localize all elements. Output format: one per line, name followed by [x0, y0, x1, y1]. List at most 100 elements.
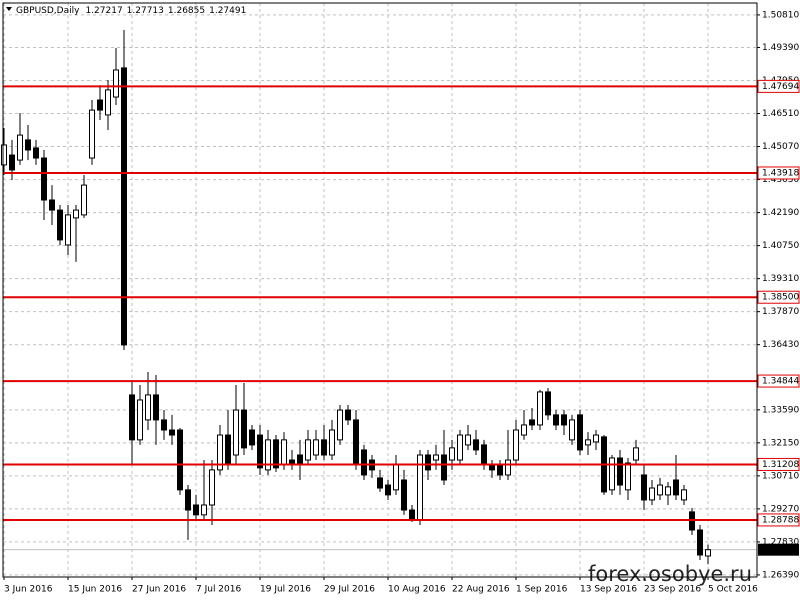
candle-body [265, 439, 271, 471]
level-label: 1.28788 [762, 515, 799, 525]
ohlc-value: 1.27713 [127, 6, 164, 16]
candle-body [553, 414, 559, 426]
candle-body [681, 489, 687, 501]
candle-body [529, 419, 535, 426]
candle-body [481, 444, 487, 466]
ohlc-value: 1.27217 [85, 6, 122, 16]
x-tick-label: 13 Sep 2016 [580, 585, 637, 595]
candle-body [513, 429, 519, 461]
candle-body [1, 144, 7, 166]
y-tick-label: 1.45070 [762, 142, 799, 152]
x-tick-label: 10 Aug 2016 [388, 585, 446, 595]
candle-body [33, 147, 39, 159]
y-tick-label: 1.42190 [762, 208, 799, 218]
x-tick-label: 27 Jun 2016 [132, 585, 186, 595]
candle-body [473, 439, 479, 451]
candle-body [545, 391, 551, 416]
candle-body [521, 424, 527, 436]
y-tick-label: 1.50810 [762, 10, 799, 20]
candle-body [105, 89, 111, 116]
candle-body [321, 439, 327, 456]
level-label-box [757, 457, 800, 471]
candle-body [633, 447, 639, 461]
candle-body [313, 439, 319, 456]
candle-body [161, 419, 167, 431]
level-label: 1.43918 [762, 168, 799, 178]
candle-body [65, 214, 71, 246]
candle-body [585, 439, 591, 446]
candle-body [57, 209, 63, 241]
x-tick-label: 29 Jul 2016 [324, 585, 375, 595]
candle-body [569, 419, 575, 441]
candle-body [425, 454, 431, 471]
candle-body [121, 67, 127, 346]
level-label: 1.31208 [762, 460, 799, 470]
x-tick-label: 23 Sep 2016 [644, 585, 701, 595]
chart-title: GBPUSD,Daily [16, 6, 80, 16]
x-tick-label: 7 Jul 2016 [196, 585, 241, 595]
y-tick-label: 1.46510 [762, 109, 799, 119]
candle-body [97, 99, 103, 111]
candle-body [209, 469, 215, 506]
candle-body [297, 454, 303, 466]
y-tick-label: 1.27830 [762, 537, 799, 547]
candle-body [233, 409, 239, 456]
x-tick-label: 1 Sep 2016 [516, 585, 568, 595]
candle-body [609, 457, 615, 491]
candle-body [257, 434, 263, 469]
candle-body [153, 394, 159, 421]
candle-body [193, 504, 199, 516]
candle-body [593, 434, 599, 443]
y-tick-label: 1.32150 [762, 438, 799, 448]
candle-body [281, 439, 287, 466]
y-tick-label: 1.39310 [762, 274, 799, 284]
y-tick-label: 1.43630 [762, 175, 799, 185]
candle-body [665, 486, 671, 496]
current-price-box [758, 543, 799, 556]
candle-body [489, 464, 495, 471]
candle-body [169, 429, 175, 436]
level-label-box [757, 513, 800, 527]
candle-body [401, 479, 407, 511]
candle-body [657, 484, 663, 496]
candle-body [81, 184, 87, 216]
candle-body [345, 409, 351, 421]
candle-body [137, 399, 143, 441]
candle-body [217, 434, 223, 471]
candle-body [393, 464, 399, 491]
candle-body [537, 391, 543, 426]
candle-body [145, 394, 151, 421]
header-icon [6, 7, 12, 11]
ohlc-value: 1.26855 [168, 6, 205, 16]
candle-body [465, 434, 471, 446]
x-tick-label: 3 Jun 2016 [4, 585, 53, 595]
candle-body [705, 549, 711, 557]
level-label-box [757, 290, 800, 304]
candle-body [457, 434, 463, 461]
candle-body [577, 414, 583, 451]
candle-body [305, 439, 311, 461]
candle-body [329, 429, 335, 456]
candle-body [225, 434, 231, 466]
candle-body [113, 69, 119, 98]
candle-body [185, 489, 191, 511]
level-label-box [757, 374, 800, 388]
candle-body [73, 209, 79, 219]
candle-body [9, 154, 15, 171]
candle-body [361, 449, 367, 476]
level-label-box [757, 79, 800, 93]
candle-body [273, 439, 279, 469]
candle-body [25, 139, 31, 151]
candle-body [409, 509, 415, 521]
candle-body [697, 529, 703, 556]
candle-body [377, 477, 383, 489]
candle-body [89, 109, 95, 159]
candle-body [129, 394, 135, 441]
y-tick-label: 1.29270 [762, 504, 799, 514]
x-tick-label: 19 Jul 2016 [260, 585, 311, 595]
y-tick-label: 1.36430 [762, 340, 799, 350]
ohlc-value: 1.27491 [209, 6, 246, 16]
